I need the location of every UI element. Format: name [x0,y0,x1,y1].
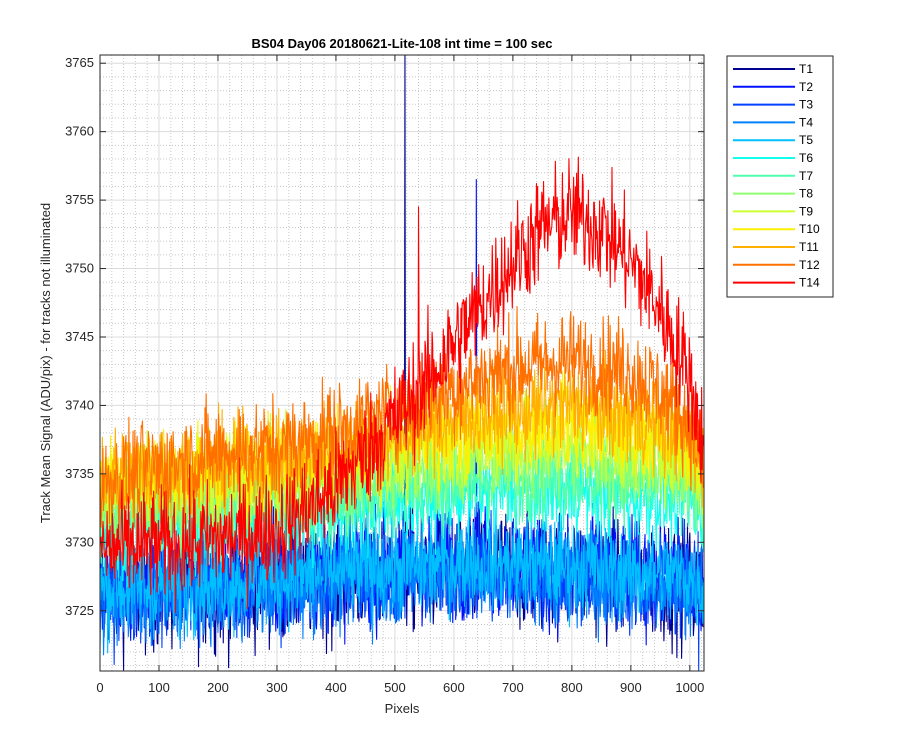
y-tick-label: 3735 [65,466,94,481]
x-tick-label: 1000 [675,680,704,695]
legend-label-t9: T9 [799,204,813,218]
legend-label-t4: T4 [799,115,813,129]
y-tick-label: 3750 [65,261,94,276]
series-line-t14 [99,156,704,614]
legend-label-t14: T14 [799,276,820,290]
y-axis-label: Track Mean Signal (ADU/pix) - for tracks… [38,203,53,523]
x-tick-label: 300 [266,680,288,695]
legend-label-t10: T10 [799,222,820,236]
legend: T1 T2 T3 T4 T5 T6 T7 T8 T9 T10 T11 T12 T14 [726,55,834,298]
y-tick-label: 3730 [65,534,94,549]
legend-label-t8: T8 [799,187,813,201]
x-tick-label: 400 [325,680,347,695]
axis-ticks: 0 100 200 300 400 500 600 700 800 900 1000 3725 3730… [65,55,704,695]
x-tick-label: 700 [502,680,524,695]
plot-frame [99,54,705,672]
legend-label-t2: T2 [799,80,813,94]
y-tick-label: 3765 [65,55,94,70]
chart-title: BS04 Day06 20180621-Lite-108 int time = … [252,36,553,51]
y-tick-label: 3755 [65,192,94,207]
x-tick-label: 900 [620,680,642,695]
x-tick-label: 100 [148,680,170,695]
legend-label-t5: T5 [799,133,813,147]
y-tick-label: 3760 [65,124,94,139]
x-axis-label: Pixels [385,701,420,716]
y-tick-label: 3745 [65,329,94,344]
legend-label-t3: T3 [799,98,813,112]
legend-label-t11: T11 [799,240,819,254]
x-tick-label: 200 [207,680,229,695]
x-tick-label: 0 [96,680,103,695]
x-tick-label: 500 [384,680,406,695]
legend-label-t12: T12 [799,258,820,272]
legend-label-t1: T1 [799,62,813,76]
y-tick-label: 3725 [65,603,94,618]
y-tick-label: 3740 [65,397,94,412]
series-lines [99,54,704,672]
x-tick-label: 600 [443,680,465,695]
legend-label-t6: T6 [799,151,813,165]
series-line-t5 [99,507,704,654]
x-tick-label: 800 [561,680,583,695]
legend-label-t7: T7 [799,169,813,183]
